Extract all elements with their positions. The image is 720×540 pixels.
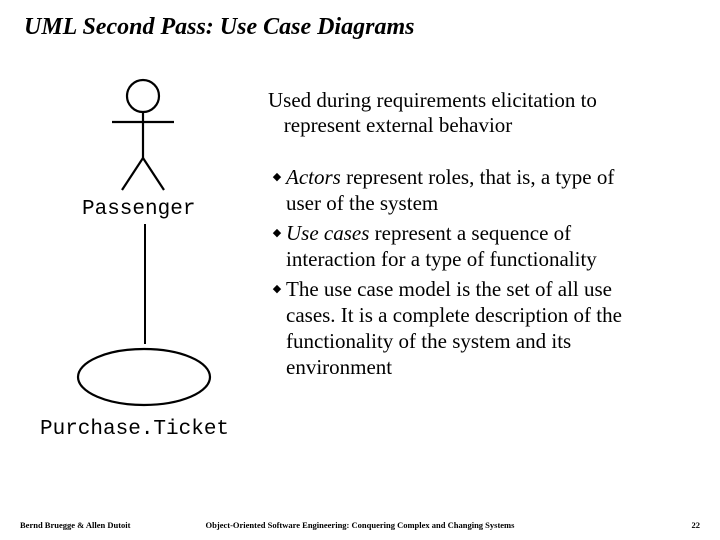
bullet-text: The use case model is the set of all use… bbox=[286, 276, 664, 380]
bullet-text: Use cases represent a sequence of intera… bbox=[286, 220, 644, 272]
intro-line: represent external behavior bbox=[268, 113, 597, 138]
diamond-icon: ◆ bbox=[268, 220, 286, 239]
intro-text: Used during requirements elicitation to … bbox=[268, 88, 597, 138]
intro-line: Used during requirements elicitation to bbox=[268, 88, 597, 113]
bullet-item: ◆Actors represent roles, that is, a type… bbox=[268, 164, 628, 216]
footer-book-title: Object-Oriented Software Engineering: Co… bbox=[0, 520, 720, 530]
usecase-ellipse bbox=[74, 344, 214, 410]
diamond-icon: ◆ bbox=[268, 164, 286, 183]
actor-figure bbox=[108, 78, 178, 192]
slide-title: UML Second Pass: Use Case Diagrams bbox=[24, 14, 414, 41]
bullet-item: ◆The use case model is the set of all us… bbox=[268, 276, 664, 380]
bullet-item: ◆Use cases represent a sequence of inter… bbox=[268, 220, 644, 272]
diamond-icon: ◆ bbox=[268, 276, 286, 295]
bullet-list: ◆Actors represent roles, that is, a type… bbox=[268, 164, 664, 384]
slide: UML Second Pass: Use Case Diagrams Passe… bbox=[0, 0, 720, 540]
association-line bbox=[130, 224, 160, 344]
actor-label: Passenger bbox=[82, 198, 195, 221]
usecase-label: Purchase.Ticket bbox=[40, 418, 229, 441]
footer-page-number: 22 bbox=[692, 520, 701, 530]
bullet-text: Actors represent roles, that is, a type … bbox=[286, 164, 628, 216]
